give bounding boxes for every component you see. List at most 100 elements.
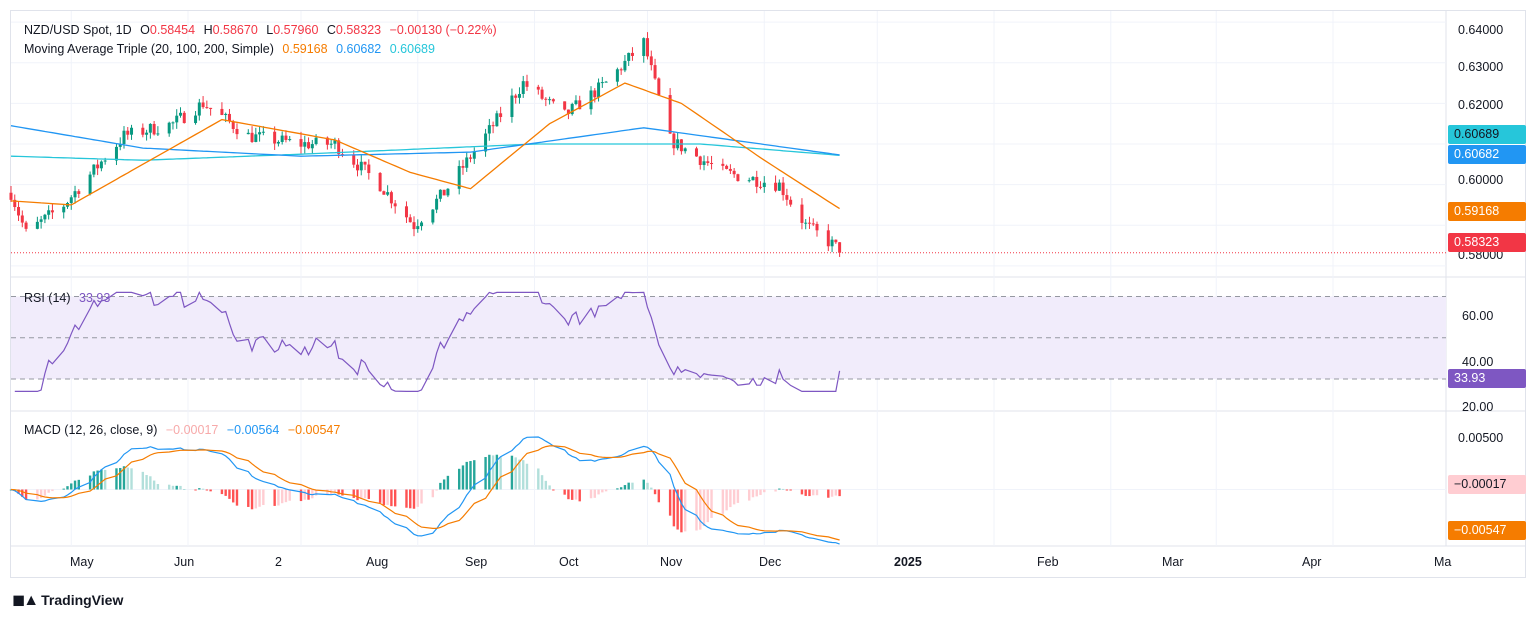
low-label: L (266, 23, 274, 37)
macd-histogram-bar (469, 461, 472, 490)
macd-histogram-bar (680, 489, 683, 533)
rsi-legend-title[interactable]: RSI (14) (24, 291, 71, 305)
candle-body (329, 143, 333, 145)
candle-body (570, 104, 574, 115)
candle-body (333, 140, 337, 144)
candle-body (668, 95, 672, 134)
macd-histogram-bar (326, 489, 329, 496)
rsi-legend: RSI (14) 33.93 (24, 290, 115, 306)
macd-histogram-bar (175, 485, 178, 490)
ma-legend-title[interactable]: Moving Average Triple (20, 100, 200, Sim… (24, 42, 274, 56)
macd-histogram-bar (830, 489, 834, 497)
candle-body (13, 199, 17, 208)
symbol-title[interactable]: NZD/USD Spot, 1D (24, 23, 132, 37)
candle-body (408, 217, 412, 223)
candle-body (781, 182, 785, 196)
candle-body (227, 113, 231, 122)
macd-histogram-bar (277, 489, 280, 506)
macd-histogram-bar (619, 487, 623, 490)
macd-histogram-bar (183, 489, 186, 491)
macd-histogram-bar (442, 479, 446, 490)
candle-body (201, 102, 205, 108)
macd-histogram-bar (495, 454, 499, 490)
candle-body (220, 108, 224, 115)
macd-histogram-bar (838, 489, 841, 497)
macd-histogram-bar (435, 489, 438, 491)
ma200-value: 0.60689 (389, 42, 435, 56)
candle-body (807, 222, 811, 224)
time-tick: 2 (275, 555, 282, 569)
candle-body (446, 188, 450, 196)
candle-body (325, 137, 329, 145)
candle-body (597, 82, 601, 98)
macd-histogram-bar (152, 480, 156, 490)
close-value: 0.58323 (335, 23, 382, 37)
candle-body (525, 81, 529, 87)
macd-histogram-bar (390, 489, 393, 507)
candle-body (732, 170, 736, 175)
macd-histogram-bar (439, 482, 442, 490)
macd-histogram-bar (540, 475, 544, 490)
macd-histogram-bar (337, 489, 340, 495)
tradingview-logo[interactable]: ◼▲ TradingView (12, 590, 123, 610)
macd-histogram-bar (672, 489, 676, 527)
candle-body (261, 131, 265, 133)
macd-histogram-bar (145, 474, 148, 490)
candle-body (356, 164, 360, 171)
candle-body (152, 123, 156, 135)
macd-histogram-bar (179, 485, 182, 490)
macd-histogram-bar (763, 489, 766, 493)
candle-body (589, 90, 593, 110)
macd-histogram-bar (247, 489, 250, 507)
macd-histogram-bar (119, 467, 122, 490)
macd-histogram-bar (409, 489, 412, 509)
candle-body (747, 180, 751, 182)
ma100-line (10, 125, 840, 157)
candle-body (148, 123, 152, 133)
candle-body (130, 127, 134, 135)
macd-histogram-bar (130, 468, 133, 490)
macd-histogram-bar (683, 489, 687, 532)
macd-legend-title[interactable]: MACD (12, 26, close, 9) (24, 423, 158, 437)
candle-body (789, 199, 793, 205)
symbol-legend: NZD/USD Spot, 1D O0.58454 H0.58670 L0.57… (24, 22, 502, 38)
candle-body (258, 132, 262, 135)
candle-body (118, 143, 122, 147)
macd-histogram-bar (510, 455, 514, 490)
macd-line (10, 436, 840, 545)
macd-histogram-bar (834, 489, 838, 496)
macd-histogram-bar (356, 489, 359, 501)
candle-body (43, 214, 47, 220)
macd-histogram-bar (593, 489, 596, 498)
candle-body (35, 221, 39, 229)
candle-body (457, 166, 461, 189)
candle-body (736, 174, 740, 182)
candle-body (156, 133, 160, 135)
macd-histogram-bar (360, 489, 363, 499)
macd-histogram-bar (491, 455, 495, 490)
candle-body (337, 140, 341, 155)
macd-tick: 0.00500 (1458, 431, 1504, 445)
macd-signal-line (10, 445, 840, 541)
candle-body (88, 174, 92, 194)
macd-histogram-bar (548, 485, 551, 490)
time-tick-year: 2025 (894, 555, 922, 569)
macd-histogram-bar (77, 479, 80, 490)
macd-histogram-bar (578, 489, 581, 502)
macd-histogram-bar (800, 489, 804, 495)
macd-histogram-bar (589, 489, 593, 499)
macd-histogram-bar (232, 489, 235, 503)
macd-histogram-bar (570, 489, 574, 500)
macd-histogram-bar (812, 489, 815, 496)
rsi-tick: 40.00 (1462, 355, 1494, 369)
macd-histogram-bar (653, 489, 657, 495)
candle-body (495, 113, 499, 127)
macd-histogram-bar (115, 468, 118, 490)
macd-histogram-bar (804, 489, 807, 496)
macd-histogram-bar (62, 488, 65, 490)
ma200-price-tag: 0.60689 (1448, 125, 1526, 144)
candle-body (9, 192, 13, 200)
candle-body (551, 99, 555, 102)
macd-histogram-bar (205, 489, 209, 491)
